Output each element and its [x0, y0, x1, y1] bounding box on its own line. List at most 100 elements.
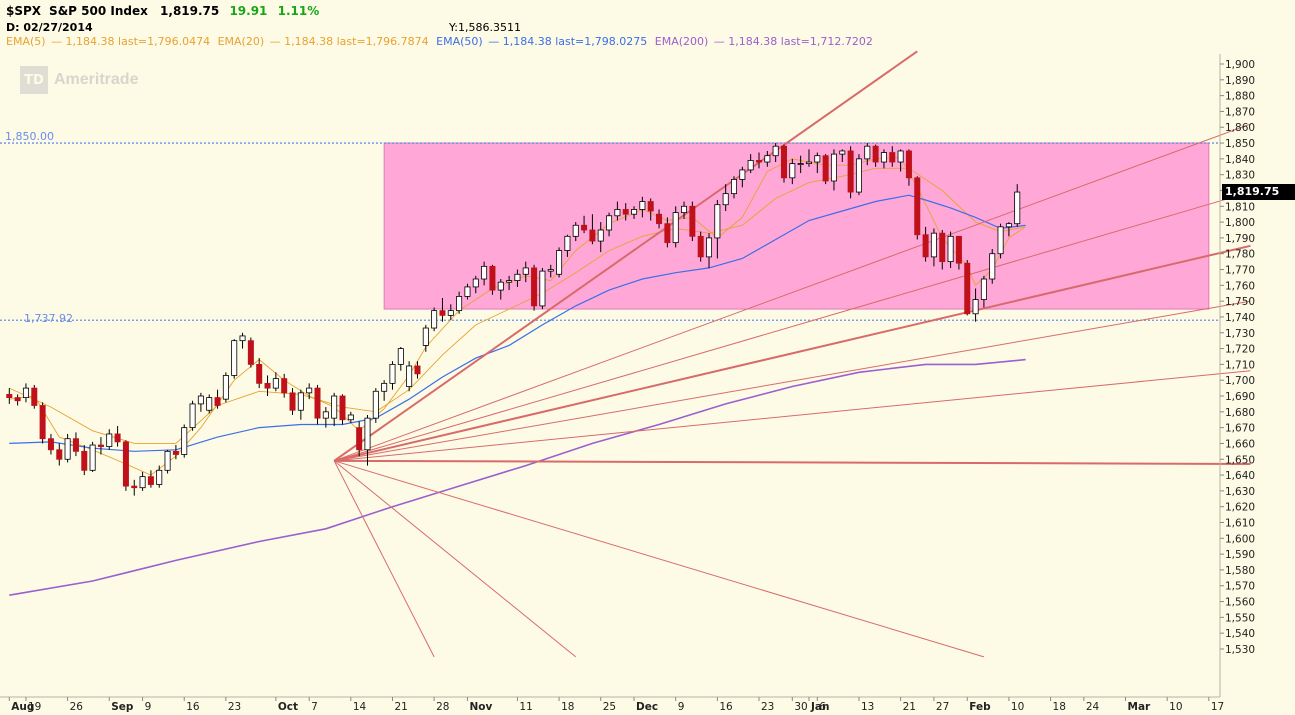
candle-body — [31, 387, 38, 406]
candle-body — [780, 145, 787, 179]
ema50-legend[interactable]: EMA(50) — 1,184.38 last=1,798.0275 — [436, 35, 649, 48]
x-tick-label: 9 — [678, 701, 685, 713]
ameritrade-logo: TD Ameritrade — [20, 66, 138, 94]
indicator-legend: EMA(5) — 1,184.38 last=1,796.0474 EMA(20… — [6, 35, 877, 48]
candle-body — [805, 161, 812, 165]
candle-body — [622, 209, 629, 215]
candle-body — [464, 286, 471, 297]
last-price-badge: 1,819.75 — [1222, 184, 1295, 201]
x-tick-label: 14 — [353, 701, 367, 713]
fan-line-5 — [334, 370, 1251, 462]
candle-body — [947, 235, 954, 263]
x-tick-label: 30 — [794, 701, 807, 713]
y-tick-label: 1,700 — [1225, 375, 1255, 387]
candle-body — [106, 433, 113, 448]
ema5-legend[interactable]: EMA(5) — 1,184.38 last=1,796.0474 — [6, 35, 212, 48]
candle-body — [297, 392, 304, 411]
candle-body — [656, 213, 663, 225]
candle-body — [364, 417, 371, 451]
candle-body — [681, 205, 688, 214]
x-tick-label: 25 — [603, 701, 616, 713]
candle-body — [772, 145, 779, 157]
ema20-legend[interactable]: EMA(20) — 1,184.38 last=1,796.7874 — [218, 35, 431, 48]
candle-body — [156, 469, 163, 485]
candle-body — [289, 392, 296, 411]
candle-body — [572, 224, 579, 237]
x-tick-label: 21 — [903, 701, 916, 713]
candle-body — [880, 152, 887, 163]
candle-body — [997, 226, 1004, 255]
candle-body — [22, 387, 29, 398]
date-readout: D: 02/27/2014 — [6, 21, 93, 34]
fan-line-8 — [333, 460, 577, 658]
y-tick-label: 1,690 — [1225, 391, 1255, 403]
y-tick-label: 1,610 — [1225, 517, 1255, 529]
candle-body — [197, 395, 204, 405]
fan-line-2 — [334, 191, 1251, 462]
y-tick-label: 1,860 — [1225, 122, 1255, 134]
candle-body — [756, 160, 763, 163]
candle-body — [314, 387, 321, 419]
x-tick-label: 18 — [561, 701, 574, 713]
y-tick-label: 1,570 — [1225, 581, 1255, 593]
candle-body — [56, 449, 63, 460]
y-tick-label: 1,650 — [1225, 454, 1255, 466]
candle-body — [522, 267, 529, 275]
candle-body — [922, 234, 929, 258]
y-tick-label: 1,540 — [1225, 628, 1255, 640]
candle-body — [81, 450, 88, 471]
fan-line-3 — [333, 244, 1251, 462]
y-tick-label: 1,640 — [1225, 470, 1255, 482]
x-tick-label: 18 — [1053, 701, 1066, 713]
x-tick-label: 6 — [819, 701, 826, 713]
candle-body — [731, 179, 738, 195]
x-tick-label: Feb — [969, 701, 991, 713]
candle-body — [606, 215, 613, 231]
candle-body — [247, 340, 254, 365]
candle-body — [147, 476, 154, 485]
candle-body — [547, 269, 554, 272]
candle-body — [172, 450, 179, 455]
candle-body — [839, 150, 846, 155]
ema-line-1 — [9, 167, 1026, 444]
candle-body — [672, 212, 679, 244]
symbol-name: S&P 500 Index — [49, 4, 148, 18]
y-tick-label: 1,660 — [1225, 438, 1255, 450]
candle-body — [131, 485, 138, 489]
y-tick-label: 1,710 — [1225, 359, 1255, 371]
x-tick-label: Nov — [469, 701, 492, 713]
y-tick-label: 1,780 — [1225, 249, 1255, 261]
candle-body — [989, 253, 996, 280]
chart-title: $SPX S&P 500 Index 1,819.75 19.91 1.11% — [6, 4, 319, 18]
ema5-text: — 1,184.38 last=1,796.0474 — [51, 35, 211, 48]
y-tick-label: 1,870 — [1225, 106, 1255, 118]
x-tick-label: 7 — [311, 701, 318, 713]
candle-body — [389, 363, 396, 384]
candle-body — [597, 229, 604, 242]
x-tick-label: 24 — [1086, 701, 1100, 713]
candle-body — [206, 397, 213, 411]
candle-body — [855, 158, 862, 193]
x-tick-label: 28 — [436, 701, 449, 713]
candle-body — [747, 160, 754, 171]
ema50-text: — 1,184.38 last=1,798.0275 — [488, 35, 648, 48]
candle-body — [406, 365, 413, 387]
y-tick-label: 1,590 — [1225, 549, 1255, 561]
candle-body — [456, 296, 463, 312]
candle-body — [14, 397, 21, 402]
ema200-legend[interactable]: EMA(200) — 1,184.38 last=1,712.7202 — [655, 35, 875, 48]
candle-body — [422, 327, 429, 346]
candle-body — [414, 365, 421, 375]
candle-body — [322, 411, 329, 419]
ema200-label: EMA(200) — [654, 35, 709, 48]
price-change: 19.91 — [229, 4, 268, 18]
candle-body — [514, 273, 521, 281]
y-tick-label: 1,810 — [1225, 201, 1255, 213]
candle-body — [164, 450, 171, 471]
candle-body — [647, 201, 654, 212]
x-tick-label: 10 — [1011, 701, 1024, 713]
last-price: 1,819.75 — [160, 4, 220, 18]
candle-body — [614, 209, 621, 217]
x-tick-label: 27 — [936, 701, 949, 713]
